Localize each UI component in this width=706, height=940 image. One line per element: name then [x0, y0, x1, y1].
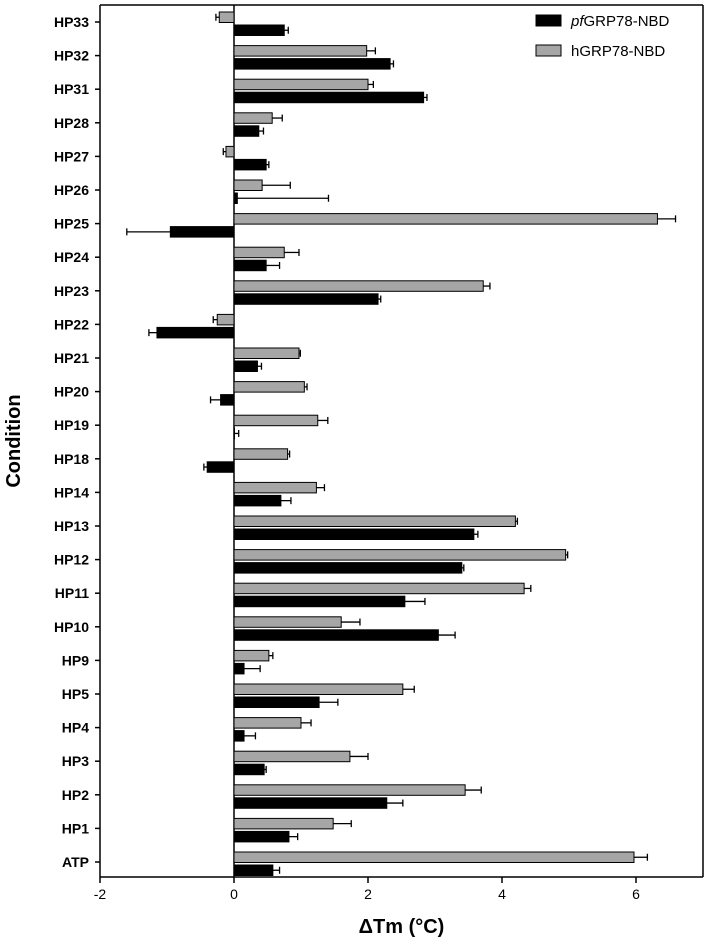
bar	[233, 717, 302, 729]
legend-swatch-hgrp78	[535, 44, 562, 57]
bar	[233, 360, 258, 372]
category-label: HP22	[54, 316, 89, 332]
category-label: HP5	[62, 686, 89, 702]
category-label: HP4	[62, 720, 89, 736]
legend-label-hgrp78: hGRP78-NBD	[571, 43, 665, 60]
x-tick-label: 0	[230, 886, 238, 902]
bar	[233, 78, 369, 91]
bar	[233, 649, 270, 662]
category-label: HP21	[54, 350, 89, 366]
bar	[233, 730, 245, 742]
legend-label-pfgrp78-prefix: pf	[570, 13, 585, 30]
legend-label-pfgrp78-suffix: GRP78-NBD	[584, 13, 670, 30]
category-label: HP26	[54, 182, 89, 198]
bar	[233, 414, 319, 427]
bar	[233, 696, 320, 708]
category-label: HP32	[54, 48, 89, 64]
x-tick-label: -2	[94, 886, 107, 902]
category-label: HP33	[54, 14, 89, 30]
category-label: HP31	[54, 81, 89, 97]
bar	[220, 394, 235, 406]
category-label: HP13	[54, 518, 89, 534]
bar	[233, 683, 404, 695]
x-tick-group: -2 0 2 4 6	[94, 877, 640, 902]
category-label: HP14	[54, 484, 89, 500]
bar	[233, 45, 368, 57]
bar	[233, 213, 658, 225]
series-pfgrp78-nbd	[126, 24, 479, 876]
series-hgrp78-nbd	[212, 11, 677, 863]
plot-area	[126, 5, 677, 877]
bar	[233, 616, 342, 628]
category-label: HP3	[62, 753, 89, 769]
category-label: HP2	[62, 787, 89, 803]
bar	[156, 326, 235, 339]
category-label-group: HP33 HP32 HP31 HP28 HP27 HP26 HP25 HP24 HP23 HP22…	[54, 14, 100, 870]
bar	[233, 24, 285, 36]
category-label: HP20	[54, 384, 89, 400]
bar	[233, 595, 406, 608]
bar	[233, 763, 265, 776]
category-label: HP28	[54, 115, 89, 131]
legend: pfGRP78-NBD hGRP78-NBD	[535, 13, 670, 60]
bar	[233, 851, 635, 863]
bar	[233, 192, 238, 204]
bar	[233, 864, 274, 876]
bar	[225, 145, 235, 158]
axes: -2 0 2 4 6 HP33HP32HP31HP28HP27HP26HP25HP24H…	[54, 4, 704, 902]
bar	[233, 817, 334, 830]
bar	[233, 750, 351, 763]
x-tick-label: 2	[364, 886, 372, 902]
bar	[218, 11, 235, 23]
category-label: HP11	[55, 585, 89, 601]
category-label: HP25	[54, 216, 89, 232]
bar	[233, 629, 439, 641]
y-axis-title: Condition	[3, 394, 25, 487]
bar	[233, 494, 282, 507]
bar	[169, 226, 235, 238]
category-label: HP12	[54, 552, 89, 568]
bar	[233, 125, 260, 137]
bar	[233, 381, 305, 393]
bar	[233, 562, 463, 574]
legend-swatch-pfgrp78	[535, 14, 562, 27]
bar	[216, 313, 235, 326]
bar	[233, 158, 267, 171]
bar	[233, 112, 273, 124]
bar	[233, 179, 263, 191]
bar	[233, 246, 285, 259]
x-tick-label: 6	[632, 886, 640, 902]
bar	[233, 797, 388, 809]
category-label: HP24	[54, 249, 89, 265]
bar	[233, 293, 379, 305]
bar	[206, 461, 235, 473]
x-tick-label: 4	[498, 886, 506, 902]
bar	[233, 280, 484, 292]
bar	[233, 784, 466, 796]
bar	[233, 259, 267, 272]
x-axis-title: ΔTm (°C)	[359, 916, 445, 938]
bar	[233, 347, 300, 359]
category-label: HP23	[54, 283, 89, 299]
bar	[233, 830, 290, 843]
bar	[233, 91, 425, 104]
category-label: HP19	[54, 417, 89, 433]
category-label: HP10	[54, 619, 89, 635]
category-label: ATP	[62, 854, 89, 870]
bar	[233, 662, 245, 675]
legend-label-pfgrp78: pfGRP78-NBD	[570, 13, 670, 30]
category-label: HP18	[54, 451, 89, 467]
bar	[233, 481, 317, 494]
bar	[233, 528, 475, 540]
category-label: HP9	[62, 652, 89, 668]
bar	[233, 58, 391, 70]
bar	[233, 582, 525, 595]
bar	[233, 448, 289, 460]
bar	[233, 515, 516, 527]
category-label: HP27	[54, 148, 89, 164]
category-label: HP1	[62, 820, 89, 836]
bar	[233, 549, 567, 561]
